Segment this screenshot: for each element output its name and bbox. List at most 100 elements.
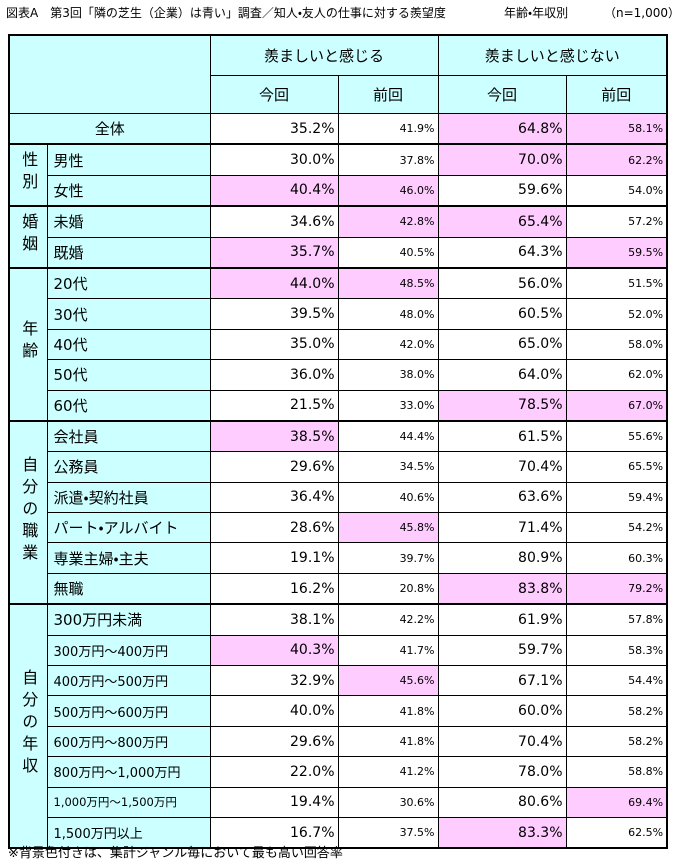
data-row: 自分の職業 会社員 38.5% 44.4% 61.5% 55.6%: [8, 419, 668, 605]
row-label: 300万円～400万円: [46, 634, 211, 667]
value-cell: 20.8%: [337, 572, 439, 605]
total-label: 全体: [8, 113, 211, 145]
row-label: 400万円～500万円: [46, 665, 211, 697]
data-row: 300万円～400万円 40.3% 41.7% 59.7% 58.3%: [9, 634, 668, 667]
row-label: 無職: [46, 572, 211, 605]
value-cell: 35.2%: [209, 113, 339, 145]
value-cell: 60.3%: [565, 542, 668, 574]
group-label-cell: 婚姻: [8, 205, 48, 269]
group-label: 自分の職業: [19, 455, 39, 566]
group-label: 自分の年収: [19, 669, 39, 780]
row-label: 60代: [46, 389, 211, 422]
value-cell: 28.6%: [209, 512, 339, 544]
value-cell: 58.3%: [565, 634, 668, 667]
value-cell: 58.2%: [565, 725, 668, 758]
value-cell: 83.3%: [437, 816, 567, 849]
row-label: 1,000万円～1,500万円: [46, 786, 211, 818]
value-cell: 57.8%: [565, 603, 668, 636]
value-cell: 42.0%: [337, 328, 439, 361]
value-cell: 22.0%: [209, 756, 339, 788]
data-row: 30代 39.5% 48.0% 60.5% 52.0%: [9, 298, 668, 330]
value-cell: 48.0%: [337, 298, 439, 330]
column-header: 前回: [565, 75, 668, 114]
data-row: パート・アルバイト 28.6% 45.8% 71.4% 54.2%: [9, 512, 668, 544]
group-label-cell: 性別: [8, 143, 48, 207]
value-cell: 61.5%: [437, 419, 567, 453]
row-label: 800万円～1,000万円: [46, 756, 211, 788]
value-cell: 80.9%: [437, 542, 567, 574]
value-cell: 58.8%: [565, 756, 668, 788]
value-cell: 29.6%: [209, 451, 339, 483]
value-cell: 45.6%: [337, 665, 439, 697]
value-cell: 78.0%: [437, 756, 567, 788]
value-cell: 54.0%: [565, 174, 668, 207]
value-cell: 36.4%: [209, 481, 339, 514]
data-row: 60代 21.5% 33.0% 78.5% 67.0%: [9, 389, 668, 422]
row-label: 20代: [46, 266, 211, 300]
value-cell: 70.4%: [437, 451, 567, 483]
column-header: 今回: [209, 75, 339, 114]
value-cell: 32.9%: [209, 665, 339, 697]
value-cell: 29.6%: [209, 725, 339, 758]
value-cell: 67.0%: [565, 389, 668, 422]
group-label-cell: 年齢: [8, 266, 48, 422]
data-row: 既婚 35.7% 40.5% 64.3% 59.5%: [9, 236, 668, 269]
value-cell: 48.5%: [337, 266, 439, 300]
row-label: パート・アルバイト: [46, 512, 211, 544]
row-label: 30代: [46, 298, 211, 330]
value-cell: 61.9%: [437, 603, 567, 636]
title-bar: 図表A 第3回「隣の芝生（企業）は青い」調査／知人・友人の仕事に対する羨望度 年…: [6, 4, 674, 22]
value-cell: 16.7%: [209, 816, 339, 849]
total-row: 全体 35.2% 41.9% 64.8% 58.1%: [8, 113, 668, 145]
value-cell: 62.2%: [565, 143, 668, 176]
value-cell: 58.0%: [565, 328, 668, 361]
data-row: 40代 35.0% 42.0% 65.0% 58.0%: [9, 328, 668, 361]
value-cell: 62.5%: [565, 816, 668, 849]
value-cell: 42.8%: [337, 205, 439, 238]
value-cell: 41.9%: [337, 113, 439, 145]
header-row: 今回 前回 今回 前回: [9, 75, 668, 114]
data-row: 600万円～800万円 29.6% 41.8% 70.4% 58.2%: [9, 725, 668, 758]
row-label: 会社員: [46, 419, 211, 453]
breakdown: 年齢・年収別: [504, 6, 569, 20]
value-cell: 59.7%: [437, 634, 567, 667]
value-cell: 38.0%: [337, 359, 439, 391]
value-cell: 38.5%: [209, 419, 339, 453]
value-cell: 64.8%: [437, 113, 567, 145]
value-cell: 57.2%: [565, 205, 668, 238]
value-cell: 41.7%: [337, 634, 439, 667]
value-cell: 40.6%: [337, 481, 439, 514]
value-cell: 38.1%: [209, 603, 339, 636]
value-cell: 35.0%: [209, 328, 339, 361]
value-cell: 41.8%: [337, 725, 439, 758]
row-label: 公務員: [46, 451, 211, 483]
data-row: 800万円～1,000万円 22.0% 41.2% 78.0% 58.8%: [9, 756, 668, 788]
data-row: 派遣・契約社員 36.4% 40.6% 63.6% 59.4%: [9, 481, 668, 514]
value-cell: 41.8%: [337, 695, 439, 727]
value-cell: 41.2%: [337, 756, 439, 788]
value-cell: 44.0%: [209, 266, 339, 300]
value-cell: 37.8%: [337, 143, 439, 176]
row-label: 40代: [46, 328, 211, 361]
value-cell: 59.6%: [437, 174, 567, 207]
value-cell: 39.7%: [337, 542, 439, 574]
value-cell: 37.5%: [337, 816, 439, 849]
row-label: 500万円～600万円: [46, 695, 211, 727]
data-row: 自分の年収 300万円未満 38.1% 42.2% 61.9% 57.8%: [8, 603, 668, 849]
value-cell: 63.6%: [437, 481, 567, 514]
data-row: 無職 16.2% 20.8% 83.8% 79.2%: [9, 572, 668, 605]
data-row: 公務員 29.6% 34.5% 70.4% 65.5%: [9, 451, 668, 483]
value-cell: 16.2%: [209, 572, 339, 605]
value-cell: 40.4%: [209, 174, 339, 207]
group-label: 性別: [19, 151, 39, 196]
value-cell: 30.6%: [337, 786, 439, 818]
row-label: 男性: [46, 143, 211, 176]
row-label: 50代: [46, 359, 211, 391]
value-cell: 52.0%: [565, 298, 668, 330]
sample-size: （n=1,000）: [604, 6, 674, 20]
value-cell: 69.4%: [565, 786, 668, 818]
value-cell: 42.2%: [337, 603, 439, 636]
value-cell: 59.5%: [565, 236, 668, 269]
data-table: 羨ましいと感じる 羨ましいと感じない 今回 前回 今回 前回 全体 35.2% 41…: [8, 34, 669, 850]
